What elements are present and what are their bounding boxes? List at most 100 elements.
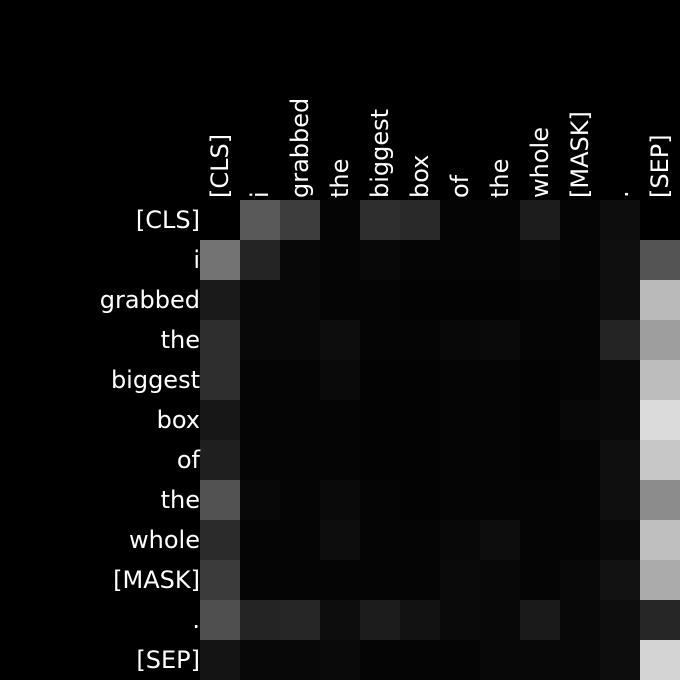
heatmap-cell-r0-c4 xyxy=(360,200,400,240)
heatmap-cell-r11-c0 xyxy=(200,640,240,680)
heatmap-cell-r6-c7 xyxy=(480,440,520,480)
heatmap-cell-r1-c3 xyxy=(320,240,360,280)
heatmap-cell-r3-c1 xyxy=(240,320,280,360)
heatmap-cell-r10-c3 xyxy=(320,600,360,640)
heatmap-cell-r7-c2 xyxy=(280,480,320,520)
heatmap-cell-r6-c6 xyxy=(440,440,480,480)
heatmap-cell-r4-c2 xyxy=(280,360,320,400)
heatmap-cell-r5-c7 xyxy=(480,400,520,440)
heatmap-cell-r8-c2 xyxy=(280,520,320,560)
heatmap-cell-r2-c10 xyxy=(600,280,640,320)
heatmap-cell-r1-c9 xyxy=(560,240,600,280)
heatmap-cell-r2-c11 xyxy=(640,280,680,320)
x-tick-label-8: whole xyxy=(526,127,554,198)
heatmap-cell-r3-c8 xyxy=(520,320,560,360)
heatmap-cell-r9-c8 xyxy=(520,560,560,600)
heatmap-cell-r10-c2 xyxy=(280,600,320,640)
heatmap-cell-r8-c9 xyxy=(560,520,600,560)
heatmap-cell-r5-c4 xyxy=(360,400,400,440)
heatmap-cell-r11-c3 xyxy=(320,640,360,680)
heatmap-cell-r9-c2 xyxy=(280,560,320,600)
heatmap-cell-r10-c9 xyxy=(560,600,600,640)
heatmap-cell-r4-c3 xyxy=(320,360,360,400)
x-tick-label-4: biggest xyxy=(366,109,394,198)
y-axis-tick-labels: [CLS] i grabbed the biggest box of the whole [MAS… xyxy=(100,206,201,674)
heatmap-cell-r4-c9 xyxy=(560,360,600,400)
heatmap-cell-r10-c0 xyxy=(200,600,240,640)
heatmap-cell-r2-c1 xyxy=(240,280,280,320)
heatmap-cell-r3-c10 xyxy=(600,320,640,360)
heatmap-cell-r8-c10 xyxy=(600,520,640,560)
heatmap-cell-r6-c11 xyxy=(640,440,680,480)
heatmap-cell-r9-c9 xyxy=(560,560,600,600)
heatmap-cell-r3-c3 xyxy=(320,320,360,360)
heatmap-cell-r4-c11 xyxy=(640,360,680,400)
heatmap-cell-r1-c2 xyxy=(280,240,320,280)
heatmap-cell-r9-c10 xyxy=(600,560,640,600)
heatmap-cell-r5-c5 xyxy=(400,400,440,440)
heatmap-cell-r11-c1 xyxy=(240,640,280,680)
x-tick-label-9: [MASK] xyxy=(566,111,594,198)
heatmap-cell-r1-c4 xyxy=(360,240,400,280)
x-tick-label-2: grabbed xyxy=(286,98,314,198)
heatmap-cell-r3-c7 xyxy=(480,320,520,360)
heatmap-cell-r11-c6 xyxy=(440,640,480,680)
heatmap-cell-r9-c5 xyxy=(400,560,440,600)
heatmap-cell-r4-c8 xyxy=(520,360,560,400)
heatmap-cell-r5-c6 xyxy=(440,400,480,440)
y-tick-label-6: of xyxy=(177,446,201,474)
heatmap-cell-r3-c2 xyxy=(280,320,320,360)
heatmap-cell-r10-c1 xyxy=(240,600,280,640)
y-tick-label-8: whole xyxy=(129,526,200,554)
heatmap-cell-r7-c3 xyxy=(320,480,360,520)
heatmap-cell-r2-c0 xyxy=(200,280,240,320)
heatmap-cell-r3-c0 xyxy=(200,320,240,360)
heatmap-cell-r6-c10 xyxy=(600,440,640,480)
heatmap-cell-r3-c5 xyxy=(400,320,440,360)
heatmap-cell-r1-c10 xyxy=(600,240,640,280)
x-tick-label-0: [CLS] xyxy=(206,134,234,198)
x-tick-label-5: box xyxy=(406,155,434,198)
heatmap-cell-r10-c10 xyxy=(600,600,640,640)
heatmap-cell-r6-c8 xyxy=(520,440,560,480)
y-tick-label-11: [SEP] xyxy=(136,646,200,674)
heatmap-cell-r11-c2 xyxy=(280,640,320,680)
y-tick-label-9: [MASK] xyxy=(113,566,200,594)
heatmap-cell-r9-c6 xyxy=(440,560,480,600)
heatmap-cell-r5-c9 xyxy=(560,400,600,440)
y-tick-label-4: biggest xyxy=(111,366,200,394)
heatmap-cell-r1-c6 xyxy=(440,240,480,280)
heatmap-cell-r0-c6 xyxy=(440,200,480,240)
heatmap-cell-r11-c8 xyxy=(520,640,560,680)
heatmap-cell-r0-c0 xyxy=(200,200,240,240)
heatmap-cell-r5-c8 xyxy=(520,400,560,440)
x-tick-label-7: the xyxy=(486,159,514,198)
heatmap-cell-r7-c9 xyxy=(560,480,600,520)
heatmap-cell-r0-c5 xyxy=(400,200,440,240)
heatmap-cell-r8-c8 xyxy=(520,520,560,560)
x-tick-label-1: i xyxy=(246,191,274,198)
heatmap-cell-r9-c4 xyxy=(360,560,400,600)
heatmap-cell-r2-c3 xyxy=(320,280,360,320)
heatmap-cell-r2-c2 xyxy=(280,280,320,320)
heatmap-cell-r6-c2 xyxy=(280,440,320,480)
heatmap-cell-r0-c11 xyxy=(640,200,680,240)
heatmap-cell-r9-c1 xyxy=(240,560,280,600)
heatmap-cell-r5-c10 xyxy=(600,400,640,440)
heatmap-cell-r7-c11 xyxy=(640,480,680,520)
heatmap-cell-r9-c7 xyxy=(480,560,520,600)
heatmap-cell-r11-c4 xyxy=(360,640,400,680)
heatmap-cell-r6-c1 xyxy=(240,440,280,480)
heatmap-cell-r4-c6 xyxy=(440,360,480,400)
heatmap-cell-r7-c5 xyxy=(400,480,440,520)
heatmap-cell-r0-c1 xyxy=(240,200,280,240)
x-tick-label-11: [SEP] xyxy=(646,134,674,198)
heatmap-cell-r8-c7 xyxy=(480,520,520,560)
heatmap-cell-r4-c4 xyxy=(360,360,400,400)
x-axis-tick-labels: [CLS] i grabbed the biggest box of the whole [MAS… xyxy=(206,98,674,198)
heatmap-cell-r7-c6 xyxy=(440,480,480,520)
x-tick-label-6: of xyxy=(446,174,474,198)
heatmap-cell-r2-c8 xyxy=(520,280,560,320)
heatmap-cell-r4-c1 xyxy=(240,360,280,400)
